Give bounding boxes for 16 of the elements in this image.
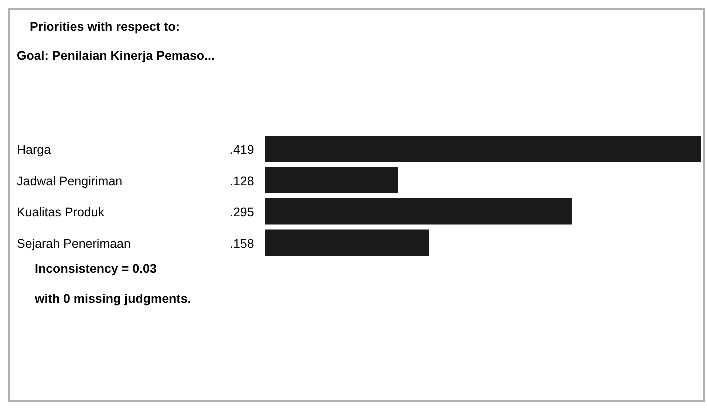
y-tick-label: Sejarah Penerimaan [17,236,132,251]
y-tick-label: Kualitas Produk [17,206,106,220]
text: Priorities with respect to: [30,20,180,34]
data-label: .295 [230,206,254,220]
data-label: .128 [230,174,254,188]
data-label: .419 [230,143,254,158]
bar [265,167,398,194]
bar [265,136,701,162]
text: with 0 missing judgments. [34,292,192,306]
y-tick-label: Harga [17,143,52,158]
text: Inconsistency = 0.03 [35,262,157,276]
data-label: .158 [230,236,254,251]
bar [265,198,572,225]
bar [265,230,430,256]
text: Goal: Penilaian Kinerja Pemaso... [17,49,215,63]
y-tick-label: Jadwal Pengiriman [17,174,123,188]
